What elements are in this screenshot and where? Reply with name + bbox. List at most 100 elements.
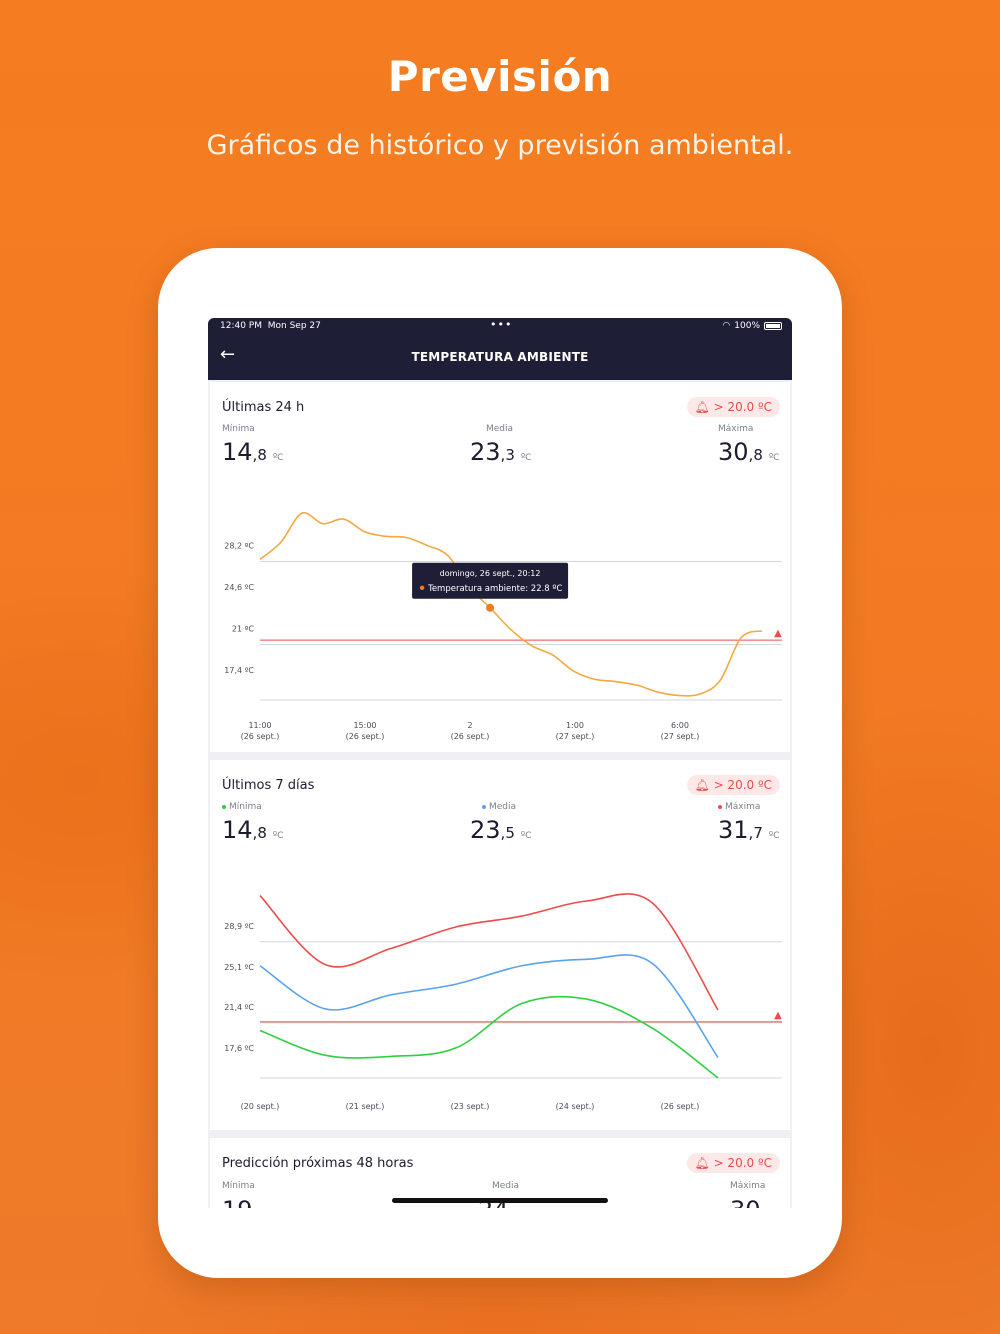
- y-tick-label: 17,4 ºC: [224, 666, 254, 675]
- x-tick-label: 6:00: [671, 721, 689, 730]
- y-tick-label: 21,4 ºC: [224, 1003, 254, 1012]
- avg-label: Media: [492, 1181, 520, 1191]
- x-tick-label: 11:00: [248, 721, 271, 730]
- chart-7-days[interactable]: 28,9 ºC 25,1 ºC 21,4 ºC 17,6 ºC ▲ (20 sept.) (…: [210, 864, 790, 1124]
- chart-24h[interactable]: 28,2 ºC 24,6 ºC 21 ºC 17,4 ºC ▲ 11:00 (26 sept…: [210, 486, 790, 746]
- series-line: [259, 512, 763, 697]
- avg-dec: ,3: [500, 446, 515, 464]
- tooltip-box: [412, 562, 569, 599]
- y-tick-label: 24,6 ºC: [224, 583, 254, 592]
- card-last-7-days: Últimos 7 días 🔔︎ > 20.0 ºC Mínima Media…: [210, 760, 790, 1130]
- status-indicators: ◠ 100%: [722, 321, 782, 331]
- max-label-text: Máxima: [725, 802, 761, 812]
- avg-label: Media: [482, 802, 516, 812]
- avg-value: 23,3 ºC: [470, 438, 531, 466]
- card-title: Últimas 24 h: [222, 400, 305, 415]
- legend-dot-max: [718, 804, 722, 809]
- avg-label: Media: [486, 424, 514, 434]
- chart-tooltip: domingo, 26 sept., 20:12 Temperatura ambi…: [412, 562, 569, 599]
- min-dec: ,8: [252, 446, 267, 464]
- card-last-24h: Últimas 24 h 🔔︎ > 20.0 ºC Mínima Media M…: [210, 382, 790, 752]
- min-dec: ,8: [252, 824, 267, 842]
- y-tick-label: 28,9 ºC: [224, 922, 254, 931]
- x-tick-sublabel: (26 sept.): [346, 732, 385, 741]
- legend-dot-avg: [482, 804, 486, 809]
- y-tick-label: 25,1 ºC: [224, 963, 254, 972]
- min-label: Mínima: [222, 1181, 255, 1191]
- status-clock: 12:40 PM: [220, 321, 262, 331]
- multitask-dots[interactable]: •••: [490, 318, 513, 331]
- max-dec: ,8: [748, 446, 763, 464]
- highlight-point: [486, 603, 495, 612]
- max-label: Máxima: [718, 424, 754, 434]
- series-line: [259, 893, 719, 1011]
- min-value: 14,8 ºC: [222, 438, 283, 466]
- card-title: Últimos 7 días: [222, 778, 315, 793]
- min-int: 14: [222, 816, 253, 844]
- max-dec: ,7: [748, 824, 763, 842]
- max-int: 30: [718, 438, 749, 466]
- wifi-icon: ◠: [722, 321, 731, 331]
- status-time: 12:40 PM Mon Sep 27: [220, 321, 321, 331]
- battery-icon: [764, 322, 782, 330]
- max-label: Máxima: [718, 802, 760, 812]
- min-unit: ºC: [272, 831, 284, 841]
- avg-unit: ºC: [520, 453, 532, 463]
- card-forecast-48h: Predicción próximas 48 horas 🔔︎ > 20.0 º…: [210, 1138, 790, 1208]
- bell-icon: 🔔︎: [694, 400, 710, 414]
- tooltip-dot: [419, 585, 425, 590]
- x-tick-sublabel: (26 sept.): [241, 732, 280, 741]
- max-value: 31,7 ºC: [718, 816, 779, 844]
- hero-subtitle: Gráficos de histórico y previsión ambien…: [206, 130, 794, 161]
- series-line: [259, 954, 719, 1058]
- min-value: 14,8 ºC: [222, 816, 283, 844]
- alert-threshold: > 20.0 ºC: [713, 400, 772, 414]
- x-tick-label: (20 sept.): [241, 1102, 280, 1111]
- x-tick-sublabel: (26 sept.): [451, 732, 490, 741]
- battery-percent: 100%: [734, 321, 760, 331]
- avg-label-text: Media: [489, 802, 517, 812]
- y-tick-label: 21 ºC: [232, 625, 254, 634]
- bell-icon: 🔔︎: [694, 778, 710, 792]
- min-label-text: Mínima: [229, 802, 262, 812]
- avg-value: 23,5 ºC: [470, 816, 531, 844]
- x-tick-label: 15:00: [353, 721, 376, 730]
- alert-threshold: > 20.0 ºC: [713, 1156, 772, 1170]
- alert-badge[interactable]: 🔔︎ > 20.0 ºC: [686, 775, 780, 795]
- x-tick-label: (23 sept.): [451, 1102, 490, 1111]
- min-label: Mínima: [222, 802, 262, 812]
- tooltip-value: Temperatura ambiente: 22.8 ºC: [427, 584, 562, 594]
- x-tick-sublabel: (27 sept.): [661, 732, 700, 741]
- max-int: 31: [718, 816, 749, 844]
- alert-threshold: > 20.0 ºC: [713, 778, 772, 792]
- bell-icon: 🔔︎: [694, 1156, 710, 1170]
- alert-badge[interactable]: 🔔︎ > 20.0 ºC: [686, 1153, 780, 1173]
- x-tick-label: (21 sept.): [346, 1102, 385, 1111]
- status-date: Mon Sep 27: [267, 321, 321, 331]
- x-tick-label: (24 sept.): [556, 1102, 595, 1111]
- max-value: 30,8 ºC: [718, 438, 779, 466]
- threshold-bell-icon: ▲: [774, 1010, 782, 1021]
- max-unit: ºC: [768, 831, 780, 841]
- y-tick-label: 28,2 ºC: [224, 542, 254, 551]
- hero-title: Previsión: [387, 52, 613, 101]
- tooltip-date: domingo, 26 sept., 20:12: [440, 569, 541, 578]
- threshold-bell-icon: ▲: [774, 628, 782, 639]
- home-indicator[interactable]: [392, 1198, 608, 1203]
- min-label: Mínima: [222, 424, 255, 434]
- alert-badge[interactable]: 🔔︎ > 20.0 ºC: [686, 397, 780, 417]
- max-unit: ºC: [768, 453, 780, 463]
- app-screen: 12:40 PM Mon Sep 27 ••• ◠ 100% ← TEMPERA…: [208, 318, 792, 1208]
- x-tick-label: (26 sept.): [661, 1102, 700, 1111]
- page-title: TEMPERATURA AMBIENTE: [411, 350, 589, 364]
- nav-bar: ← TEMPERATURA AMBIENTE: [208, 334, 792, 380]
- y-tick-label: 17,6 ºC: [224, 1044, 254, 1053]
- avg-dec: ,5: [500, 824, 515, 842]
- max-label: Máxima: [730, 1181, 766, 1191]
- x-tick-label: 1:00: [566, 721, 584, 730]
- status-bar: 12:40 PM Mon Sep 27 ••• ◠ 100%: [208, 318, 792, 334]
- max-value: 30: [730, 1196, 761, 1208]
- avg-unit: ºC: [520, 831, 532, 841]
- arrow-left-icon[interactable]: ←: [220, 344, 236, 365]
- series-line: [259, 995, 719, 1079]
